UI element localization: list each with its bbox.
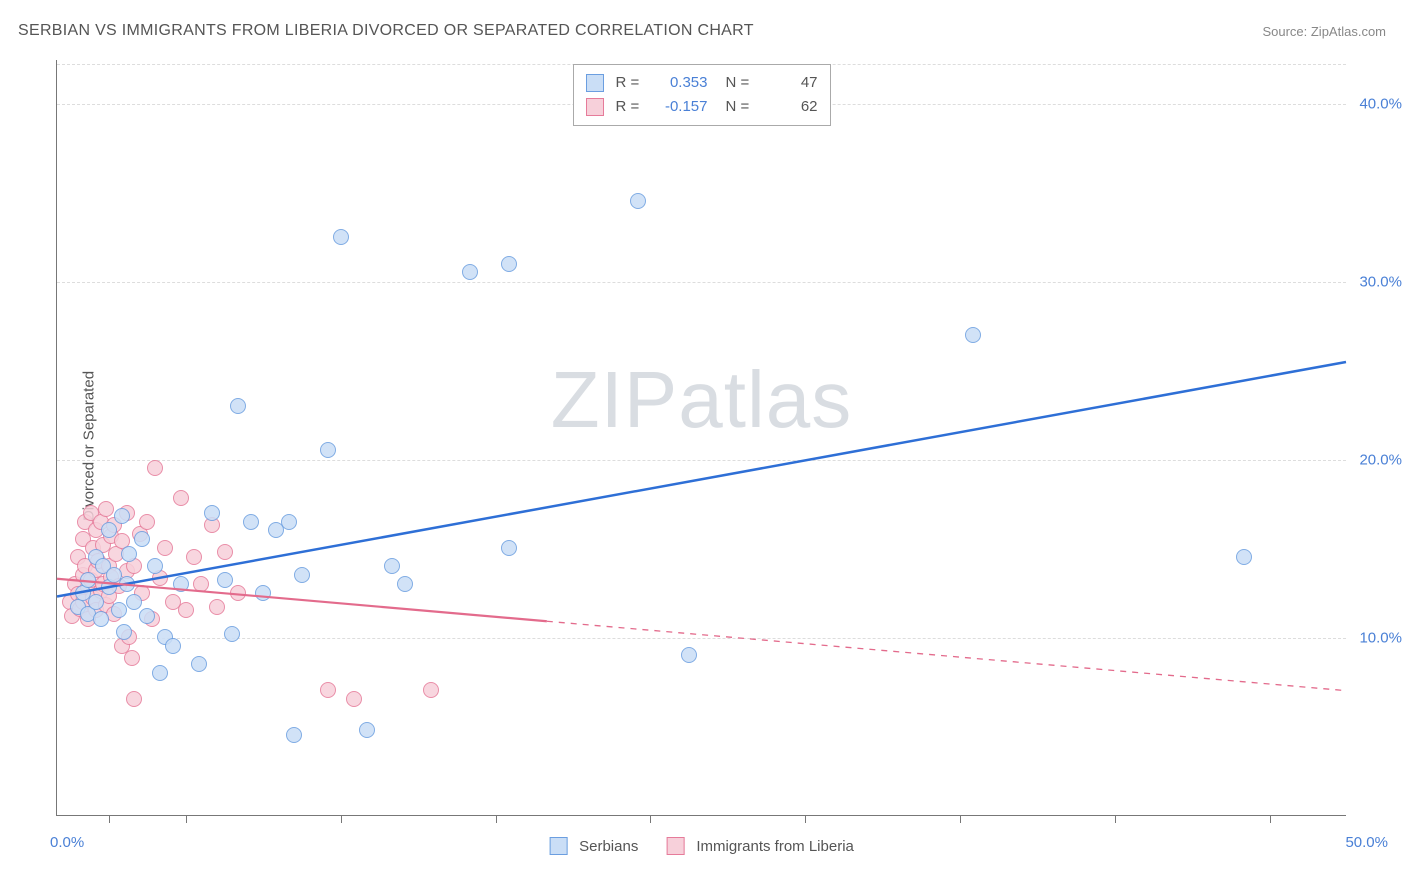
source-label: Source: ZipAtlas.com (1262, 24, 1386, 39)
legend-series-label: Serbians (579, 838, 638, 855)
y-tick-label: 40.0% (1352, 96, 1402, 113)
y-tick-label: 30.0% (1352, 274, 1402, 291)
regression-line-solid (57, 362, 1346, 596)
r-label: R = (616, 71, 644, 95)
legend-swatch (586, 98, 604, 116)
legend-swatch (549, 837, 567, 855)
regression-lines (57, 60, 1346, 815)
plot-area: ZIPatlas 10.0%20.0%30.0%40.0% R =0.353N … (56, 60, 1346, 816)
x-tick (496, 815, 497, 823)
x-tick (960, 815, 961, 823)
n-value: 47 (762, 71, 818, 95)
x-tick (341, 815, 342, 823)
n-label: N = (726, 95, 754, 119)
x-axis-min-label: 0.0% (50, 834, 84, 851)
r-value: -0.157 (652, 95, 708, 119)
legend-correlation: R = 0.353 N = 47 R = -0.157 N = 62 (573, 64, 831, 126)
regression-line-solid (57, 579, 547, 622)
legend-series-item: Immigrants from Liberia (666, 837, 854, 855)
y-tick-label: 10.0% (1352, 630, 1402, 647)
legend-swatch (586, 74, 604, 92)
legend-swatch (666, 837, 684, 855)
x-tick (186, 815, 187, 823)
legend-correlation-row: R = 0.353 N = 47 (586, 71, 818, 95)
x-tick (650, 815, 651, 823)
x-tick (109, 815, 110, 823)
n-label: N = (726, 71, 754, 95)
legend-series-item: Serbians (549, 837, 638, 855)
x-axis-max-label: 50.0% (1345, 834, 1388, 851)
regression-line-dashed (547, 621, 1346, 690)
legend-correlation-row: R = -0.157 N = 62 (586, 95, 818, 119)
legend-series: Serbians Immigrants from Liberia (549, 837, 854, 855)
x-tick (1115, 815, 1116, 823)
x-tick (1270, 815, 1271, 823)
x-tick (805, 815, 806, 823)
chart-title: SERBIAN VS IMMIGRANTS FROM LIBERIA DIVOR… (18, 22, 754, 40)
r-label: R = (616, 95, 644, 119)
legend-series-label: Immigrants from Liberia (696, 838, 854, 855)
r-value: 0.353 (652, 71, 708, 95)
n-value: 62 (762, 95, 818, 119)
y-tick-label: 20.0% (1352, 452, 1402, 469)
